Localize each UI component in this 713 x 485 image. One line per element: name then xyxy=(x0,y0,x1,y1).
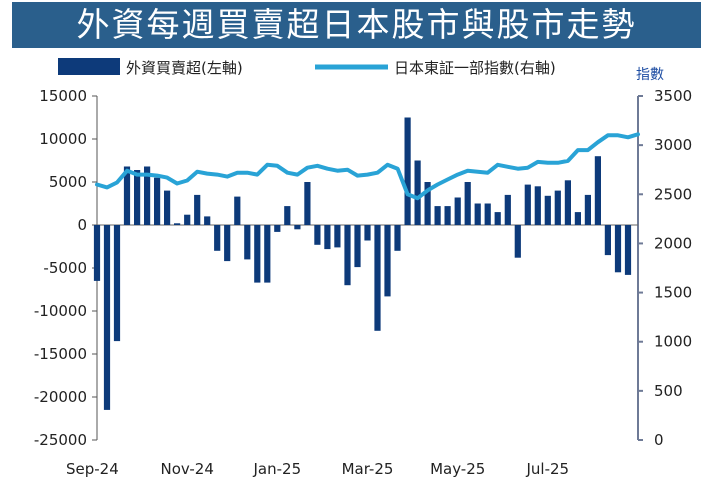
x-tick-label: Mar-25 xyxy=(342,460,394,478)
left-tick-label: -15000 xyxy=(34,345,87,363)
bar xyxy=(354,225,360,267)
axes xyxy=(92,96,643,440)
bar xyxy=(304,182,310,225)
bar xyxy=(294,225,300,229)
right-tick-label: 2500 xyxy=(654,185,692,203)
right-tick-label: 3000 xyxy=(654,136,692,154)
bar xyxy=(605,225,611,255)
bar xyxy=(374,225,380,331)
bar xyxy=(615,225,621,272)
left-tick-label: -25000 xyxy=(34,431,87,449)
legend: 外資買賣超(左軸) 日本東証一部指數(右軸) 指數 xyxy=(58,58,664,83)
bar xyxy=(485,204,491,226)
right-tick-label: 500 xyxy=(654,382,683,400)
right-axis-unit: 指數 xyxy=(636,67,664,83)
legend-bar-swatch xyxy=(58,58,120,75)
right-tick-label: 3500 xyxy=(654,87,692,105)
x-tick-label: Sep-24 xyxy=(66,460,119,478)
bar xyxy=(475,204,481,226)
bar xyxy=(445,206,451,225)
left-tick-label: -10000 xyxy=(34,302,87,320)
x-tick-label: May-25 xyxy=(430,460,485,478)
bar xyxy=(224,225,230,261)
bar xyxy=(364,225,370,241)
bar xyxy=(164,191,170,225)
x-tick-label: Jan-25 xyxy=(252,460,301,478)
right-tick-label: 2000 xyxy=(654,234,692,252)
bar xyxy=(505,195,511,225)
bar xyxy=(234,197,240,225)
line-series xyxy=(97,134,638,198)
bar xyxy=(134,170,140,225)
bar xyxy=(174,223,180,225)
bar xyxy=(184,215,190,225)
right-tick-label: 0 xyxy=(654,431,664,449)
bar xyxy=(394,225,400,251)
bar xyxy=(104,225,110,410)
right-tick-label: 1500 xyxy=(654,284,692,302)
bar xyxy=(114,225,120,341)
bar xyxy=(194,195,200,225)
bar xyxy=(314,225,320,245)
bar xyxy=(575,212,581,225)
bar xyxy=(595,156,601,225)
bar xyxy=(585,195,591,225)
bar xyxy=(535,186,541,225)
bar xyxy=(274,225,280,232)
bar xyxy=(94,225,100,281)
bar xyxy=(244,225,250,259)
bar xyxy=(334,225,340,247)
bar xyxy=(455,198,461,226)
bar xyxy=(435,206,441,225)
left-tick-label: 10000 xyxy=(39,130,87,148)
x-tick-label: Jul-25 xyxy=(525,460,569,478)
bar xyxy=(565,180,571,225)
bar xyxy=(324,225,330,249)
bar xyxy=(525,185,531,225)
bar xyxy=(465,182,471,225)
right-tick-label: 1000 xyxy=(654,333,692,351)
left-tick-label: 15000 xyxy=(39,87,87,105)
left-tick-label: -5000 xyxy=(43,259,87,277)
bar xyxy=(415,161,421,226)
bar xyxy=(204,216,210,225)
bar xyxy=(495,212,501,225)
legend-bar-label: 外資買賣超(左軸) xyxy=(126,59,243,77)
left-tick-label: 5000 xyxy=(49,173,87,191)
left-tick-label: 0 xyxy=(77,216,87,234)
bar xyxy=(384,225,390,296)
index-line xyxy=(97,134,638,198)
left-tick-label: -20000 xyxy=(34,388,87,406)
bar xyxy=(214,225,220,251)
bar xyxy=(405,118,411,226)
bar xyxy=(254,225,260,283)
bar xyxy=(154,178,160,225)
legend-line-label: 日本東証一部指數(右軸) xyxy=(394,59,556,77)
bar xyxy=(515,225,521,258)
bar xyxy=(545,196,551,225)
bar xyxy=(344,225,350,285)
x-tick-label: Nov-24 xyxy=(161,460,214,478)
bar xyxy=(264,225,270,283)
bar xyxy=(555,191,561,225)
bar xyxy=(284,206,290,225)
bar xyxy=(625,225,631,275)
